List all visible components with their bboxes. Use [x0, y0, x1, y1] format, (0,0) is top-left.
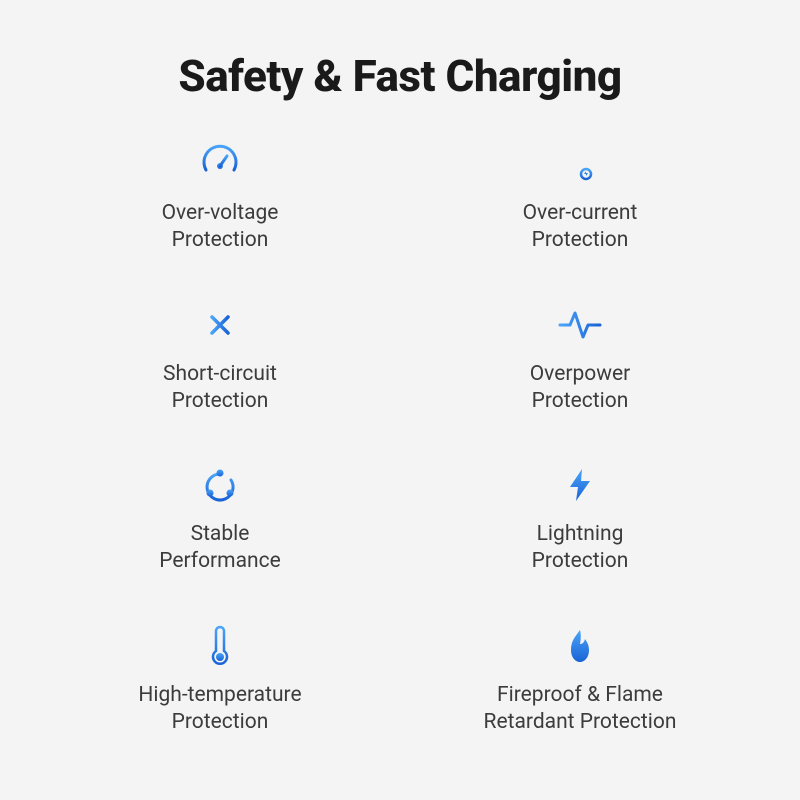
- feature-short-circuit: Short-circuitProtection: [60, 303, 380, 416]
- feature-label: Over-currentProtection: [523, 200, 638, 255]
- feature-lightning: LightningProtection: [420, 463, 740, 576]
- flame-icon: [563, 624, 597, 668]
- current-icon: [560, 142, 600, 186]
- feature-label: OverpowerProtection: [530, 361, 631, 416]
- feature-over-voltage: Over-voltageProtection: [60, 142, 380, 255]
- stable-icon: [200, 463, 240, 507]
- lightning-icon: [564, 463, 596, 507]
- feature-fireproof: Fireproof & FlameRetardant Protection: [420, 624, 740, 737]
- gauge-icon: [200, 142, 240, 186]
- feature-overpower: OverpowerProtection: [420, 303, 740, 416]
- feature-label: Short-circuitProtection: [163, 361, 277, 416]
- thermometer-icon: [202, 624, 238, 668]
- page-title: Safety & Fast Charging: [60, 50, 740, 102]
- feature-label: StablePerformance: [159, 521, 280, 576]
- feature-over-current: Over-currentProtection: [420, 142, 740, 255]
- pulse-icon: [556, 303, 604, 347]
- feature-label: High-temperatureProtection: [138, 682, 301, 737]
- feature-label: LightningProtection: [532, 521, 629, 576]
- short-circuit-icon: [193, 303, 247, 347]
- features-grid: Over-voltageProtection Over-currentProte…: [60, 142, 740, 736]
- feature-stable: StablePerformance: [60, 463, 380, 576]
- feature-high-temp: High-temperatureProtection: [60, 624, 380, 737]
- feature-label: Over-voltageProtection: [162, 200, 279, 255]
- feature-label: Fireproof & FlameRetardant Protection: [484, 682, 677, 737]
